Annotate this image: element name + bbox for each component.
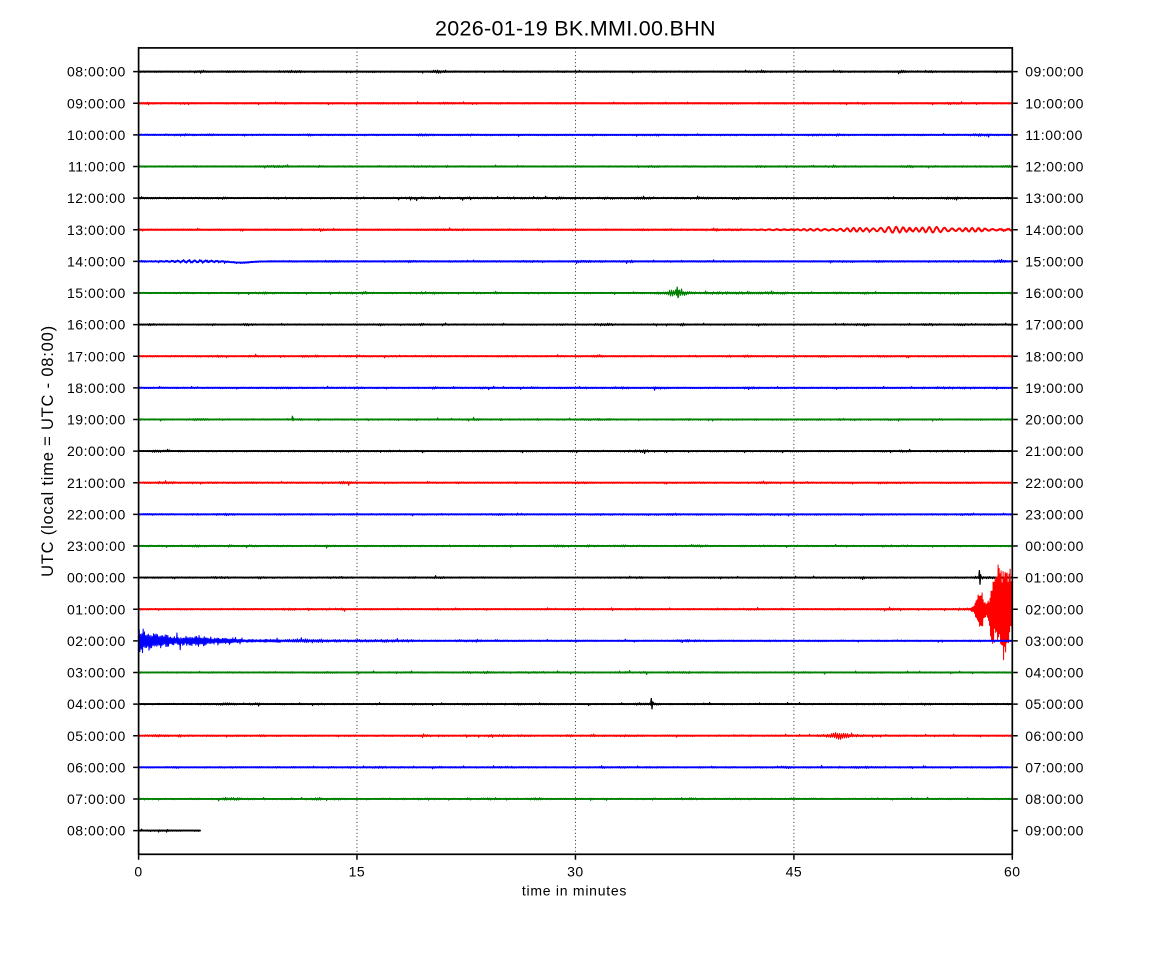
svg-text:21:00:00: 21:00:00 xyxy=(1025,443,1084,459)
svg-text:05:00:00: 05:00:00 xyxy=(1025,696,1084,712)
svg-text:12:00:00: 12:00:00 xyxy=(67,190,126,206)
svg-text:03:00:00: 03:00:00 xyxy=(67,665,126,681)
svg-text:11:00:00: 11:00:00 xyxy=(68,159,126,175)
svg-text:23:00:00: 23:00:00 xyxy=(67,538,126,554)
svg-text:14:00:00: 14:00:00 xyxy=(67,254,126,270)
svg-text:UTC (local time = UTC - 08:00): UTC (local time = UTC - 08:00) xyxy=(39,325,57,577)
svg-text:17:00:00: 17:00:00 xyxy=(1025,317,1084,333)
svg-text:13:00:00: 13:00:00 xyxy=(67,222,126,238)
svg-text:17:00:00: 17:00:00 xyxy=(67,348,126,364)
svg-text:13:00:00: 13:00:00 xyxy=(1025,190,1084,206)
svg-text:03:00:00: 03:00:00 xyxy=(1025,633,1084,649)
svg-text:00:00:00: 00:00:00 xyxy=(1025,538,1084,554)
svg-text:04:00:00: 04:00:00 xyxy=(67,696,126,712)
svg-text:2026-01-19 BK.MMI.00.BHN: 2026-01-19 BK.MMI.00.BHN xyxy=(435,16,716,40)
svg-text:19:00:00: 19:00:00 xyxy=(1025,380,1084,396)
svg-text:18:00:00: 18:00:00 xyxy=(67,380,126,396)
svg-text:30: 30 xyxy=(567,864,584,880)
svg-text:07:00:00: 07:00:00 xyxy=(67,791,126,807)
svg-text:12:00:00: 12:00:00 xyxy=(1025,159,1084,175)
svg-text:00:00:00: 00:00:00 xyxy=(67,570,126,586)
svg-text:45: 45 xyxy=(786,864,803,880)
svg-text:08:00:00: 08:00:00 xyxy=(67,64,126,80)
svg-text:08:00:00: 08:00:00 xyxy=(67,823,126,839)
svg-text:07:00:00: 07:00:00 xyxy=(1025,759,1084,775)
svg-text:09:00:00: 09:00:00 xyxy=(1025,823,1084,839)
svg-text:02:00:00: 02:00:00 xyxy=(1025,601,1084,617)
svg-text:time in minutes: time in minutes xyxy=(522,883,627,899)
svg-text:60: 60 xyxy=(1004,864,1021,880)
svg-text:09:00:00: 09:00:00 xyxy=(1025,64,1084,80)
svg-text:15:00:00: 15:00:00 xyxy=(67,285,126,301)
svg-text:20:00:00: 20:00:00 xyxy=(67,443,126,459)
svg-text:21:00:00: 21:00:00 xyxy=(67,475,126,491)
svg-text:22:00:00: 22:00:00 xyxy=(67,506,126,522)
svg-text:11:00:00: 11:00:00 xyxy=(1025,127,1083,143)
svg-text:16:00:00: 16:00:00 xyxy=(1025,285,1084,301)
svg-text:06:00:00: 06:00:00 xyxy=(1025,728,1084,744)
svg-text:01:00:00: 01:00:00 xyxy=(1025,570,1084,586)
svg-text:02:00:00: 02:00:00 xyxy=(67,633,126,649)
svg-text:14:00:00: 14:00:00 xyxy=(1025,222,1084,238)
svg-text:10:00:00: 10:00:00 xyxy=(1025,95,1084,111)
svg-text:06:00:00: 06:00:00 xyxy=(67,759,126,775)
svg-text:18:00:00: 18:00:00 xyxy=(1025,348,1084,364)
svg-text:15:00:00: 15:00:00 xyxy=(1025,254,1084,270)
svg-text:0: 0 xyxy=(134,864,142,880)
svg-text:04:00:00: 04:00:00 xyxy=(1025,665,1084,681)
svg-text:09:00:00: 09:00:00 xyxy=(67,95,126,111)
svg-text:22:00:00: 22:00:00 xyxy=(1025,475,1084,491)
svg-text:15: 15 xyxy=(349,864,366,880)
svg-text:05:00:00: 05:00:00 xyxy=(67,728,126,744)
svg-text:16:00:00: 16:00:00 xyxy=(67,317,126,333)
svg-text:23:00:00: 23:00:00 xyxy=(1025,506,1084,522)
svg-text:19:00:00: 19:00:00 xyxy=(67,412,126,428)
svg-text:20:00:00: 20:00:00 xyxy=(1025,412,1084,428)
svg-text:10:00:00: 10:00:00 xyxy=(67,127,126,143)
svg-text:08:00:00: 08:00:00 xyxy=(1025,791,1084,807)
svg-text:01:00:00: 01:00:00 xyxy=(67,601,126,617)
